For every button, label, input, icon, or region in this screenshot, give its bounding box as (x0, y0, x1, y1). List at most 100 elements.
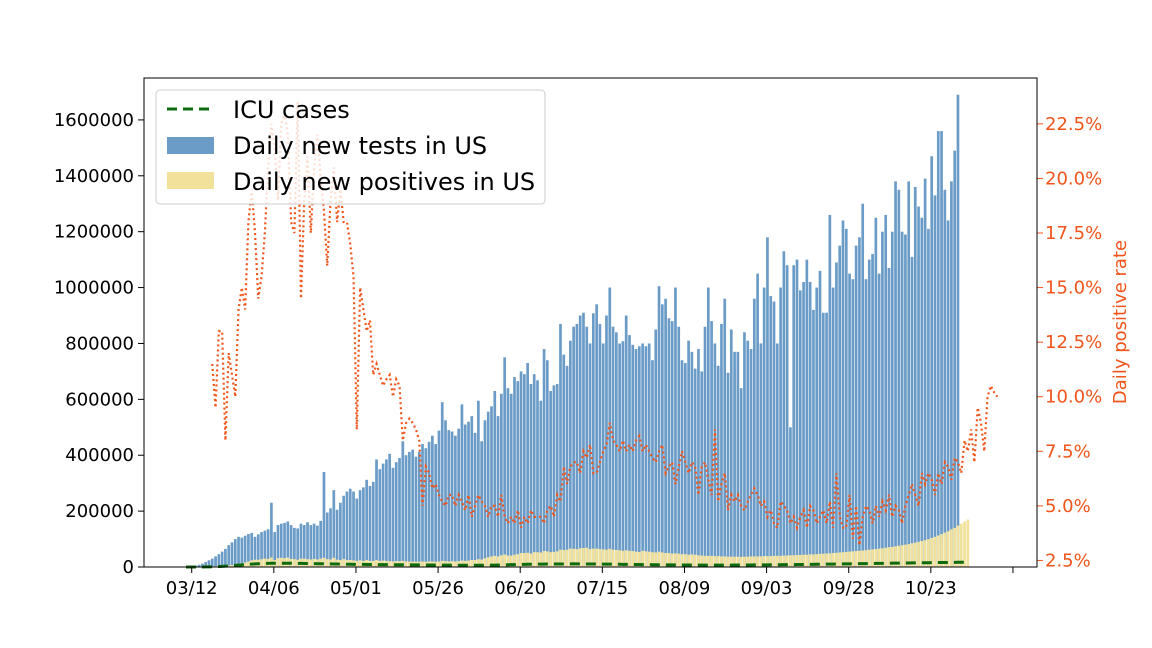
legend-icu-label: ICU cases (233, 96, 350, 124)
tests-bar (795, 259, 799, 567)
right-axis-tick-label: 5.0% (1045, 496, 1091, 517)
positives-bar (720, 556, 723, 567)
tests-bar (549, 390, 552, 567)
tests-bar (233, 539, 237, 567)
tests-bar (904, 234, 907, 568)
tests-bar (365, 479, 369, 567)
tests-bar (621, 341, 625, 567)
positives-bar (591, 548, 595, 567)
positives-bar (680, 554, 684, 567)
tests-bar (657, 286, 661, 567)
positives-bar (871, 549, 874, 567)
left-axis-tick-label: 600000 (65, 389, 134, 410)
tests-bar (506, 388, 510, 567)
tests-bar (720, 323, 723, 567)
left-axis-tick-label: 800000 (65, 333, 134, 354)
positives-bar (953, 527, 957, 567)
tests-bar (345, 491, 349, 567)
tests-bar (677, 326, 681, 567)
tests-bar (263, 530, 267, 567)
left-axis-tick-label: 1600000 (54, 110, 134, 131)
tests-bar (565, 365, 569, 567)
positives-bar (227, 565, 231, 567)
tests-bar (368, 485, 372, 567)
legend-tests-label: Daily new tests in US (233, 132, 487, 160)
tests-bar (467, 421, 470, 567)
tests-bar (647, 343, 651, 567)
tests-bar (703, 326, 707, 567)
tests-bar (785, 265, 789, 567)
tests-bar (536, 380, 539, 567)
positives-bar (913, 542, 917, 567)
tests-bar (614, 332, 618, 567)
tests-bar (424, 448, 428, 567)
positives-bar (437, 561, 441, 567)
tests-bar (332, 490, 336, 567)
tests-bar (775, 343, 779, 567)
positives-bar (500, 555, 503, 567)
tests-bar (480, 441, 483, 567)
tests-bar (595, 304, 598, 567)
tests-bar (312, 523, 316, 567)
tests-bar (375, 459, 378, 567)
tests-bar (493, 390, 497, 567)
tests-bar (358, 490, 362, 567)
tests-bar (214, 556, 217, 567)
tests-bar (339, 502, 342, 567)
positives-bar (651, 552, 654, 567)
x-axis-tick-label: 06/20 (494, 578, 546, 599)
positives-bar (917, 541, 920, 567)
tests-bar (752, 298, 756, 567)
tests-bar (204, 561, 208, 567)
positives-bar (375, 560, 378, 567)
positives-bar (477, 559, 480, 567)
positives-bar (549, 552, 552, 567)
tests-bar (286, 521, 290, 567)
tests-bar (756, 273, 759, 567)
tests-bar (562, 354, 566, 567)
positives-bar (572, 548, 575, 567)
tests-bar (526, 363, 529, 567)
tests-bar (736, 351, 740, 567)
tests-bar (683, 363, 687, 567)
tests-bar (716, 365, 720, 567)
tests-bar (414, 456, 418, 567)
tests-bar (605, 315, 608, 567)
tests-bar (293, 527, 296, 567)
positives-bar (408, 561, 411, 567)
tests-bar (930, 156, 934, 568)
positives-bar (756, 556, 759, 567)
left-axis-tick-label: 0 (123, 557, 134, 578)
tests-bar (690, 351, 694, 567)
tests-bar (884, 214, 888, 568)
positives-bar (601, 549, 605, 567)
positives-bar (700, 555, 704, 567)
tests-bar (555, 383, 559, 567)
positives-bar (621, 550, 625, 567)
tests-bar (266, 529, 270, 567)
positives-bar (496, 556, 500, 567)
tests-bar (877, 273, 881, 567)
positives-bar (605, 549, 608, 567)
tests-bar (381, 463, 385, 567)
positives-bar (608, 548, 612, 567)
positives-bar (736, 556, 740, 567)
positives-bar (404, 561, 408, 567)
left-axis-tick-label: 1400000 (54, 166, 134, 187)
positives-bar (529, 553, 533, 567)
tests-bar (680, 360, 684, 567)
tests-bar (500, 393, 503, 567)
tests-bar (519, 371, 523, 567)
tests-bar (913, 186, 917, 568)
tests-bar (477, 400, 480, 567)
positives-bar (309, 559, 313, 567)
tests-bar (401, 441, 405, 567)
x-axis-tick-label: 08/09 (659, 578, 711, 599)
tests-bar (316, 525, 319, 567)
tests-bar (713, 343, 717, 567)
x-axis-tick-label: 04/06 (248, 578, 300, 599)
positives-bar (611, 549, 615, 567)
tests-bar (411, 449, 415, 567)
series-lines (186, 101, 999, 569)
tests-bar (276, 525, 280, 567)
